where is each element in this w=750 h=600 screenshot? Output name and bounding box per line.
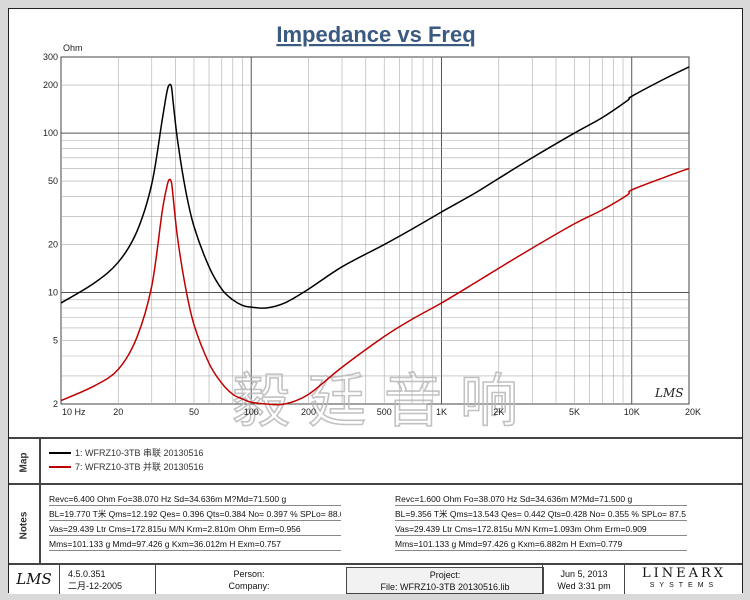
x-tick-label: 10 Hz <box>62 407 86 417</box>
note-left-2: BL=19.770 T米 Qms=12.192 Qes= 0.396 Qts=0… <box>49 509 341 521</box>
x-tick-label: 1K <box>436 407 447 417</box>
x-tick-label: 5K <box>569 407 580 417</box>
legend-side-label: Map <box>9 439 41 485</box>
person-cell: Person: Company: <box>155 565 342 594</box>
linearx-logo: LINEARX SYSTEMS <box>624 565 743 594</box>
version-cell: 4.5.0.351 二月-12-2005 <box>59 565 155 594</box>
note-left-3: Vas=29.439 Ltr Cms=172.815u M/N Krm=2.81… <box>49 524 341 536</box>
x-tick-label: 500 <box>377 407 392 417</box>
y-tick-label: 100 <box>43 128 58 138</box>
y-tick-label: 10 <box>48 288 58 298</box>
x-tick-label: 50 <box>189 407 199 417</box>
note-right-2: BL=9.356 T米 Qms=13.543 Qes= 0.442 Qts=0.… <box>395 509 687 521</box>
note-right-4: Mms=101.133 g Mmd=97.426 g Kxm=6.882m H … <box>395 539 687 551</box>
lms-chart-logo: LMS <box>654 386 683 400</box>
lms-logo: LMS <box>16 570 52 588</box>
brand-name: LINEARX <box>641 566 727 581</box>
x-tick-label: 10K <box>624 407 640 417</box>
legend-item: 1: WFRZ10-3TB 串联 20130516 <box>49 446 204 459</box>
y-tick-label: 2 <box>53 399 58 409</box>
y-tick-label: 200 <box>43 80 58 90</box>
x-tick-label: 100 <box>244 407 259 417</box>
y-tick-label: 20 <box>48 240 58 250</box>
legend-panel: Map 1: WFRZ10-3TB 串联 20130516 7: WFRZ10-… <box>9 437 742 485</box>
legend-label: 1: WFRZ10-3TB 串联 20130516 <box>75 448 204 458</box>
series-line-1 <box>60 66 690 309</box>
series-line-2 <box>60 167 690 406</box>
project-cell: Project: File: WFRZ10-3TB 20130516.lib <box>346 567 544 594</box>
note-left-4: Mms=101.133 g Mmd=97.426 g Kxm=36.012m H… <box>49 539 341 551</box>
y-tick-label: 300 <box>43 52 58 62</box>
company-label: Company: <box>228 581 270 591</box>
version-date: 二月-12-2005 <box>68 581 123 591</box>
legend-swatch <box>49 465 71 468</box>
version: 4.5.0.351 <box>68 569 106 579</box>
legend-item: 7: WFRZ10-3TB 并联 20130516 <box>49 460 204 473</box>
brand-sub: SYSTEMS <box>649 582 719 589</box>
note-left-1: Revc=6.400 Ohm Fo=38.070 Hz Sd=34.636m M… <box>49 494 341 506</box>
date: Jun 5, 2013 <box>560 569 608 579</box>
chart-title: Impedance vs Freq <box>276 22 475 47</box>
y-tick-label: 5 <box>53 336 58 346</box>
legend-label: 7: WFRZ10-3TB 并联 20130516 <box>75 462 204 472</box>
date-cell: Jun 5, 2013 Wed 3:31 pm <box>542 565 625 594</box>
impedance-chart: Impedance vs Freq Ohm 毅廷音响 10 Hz 20 50 100 2… <box>43 22 701 436</box>
y-axis-unit: Ohm <box>63 43 83 53</box>
plot-area <box>60 56 690 405</box>
notes-panel: Notes Revc=6.400 Ohm Fo=38.070 Hz Sd=34.… <box>9 483 742 565</box>
project-label: Project: <box>429 570 461 580</box>
x-tick-label: 20K <box>685 407 701 417</box>
x-tick-label: 200 <box>301 407 316 417</box>
time: Wed 3:31 pm <box>557 581 611 591</box>
x-tick-label: 20 <box>113 407 123 417</box>
x-tick-label: 2K <box>493 407 504 417</box>
y-tick-label: 50 <box>48 176 58 186</box>
file-name: File: WFRZ10-3TB 20130516.lib <box>380 582 510 592</box>
note-right-1: Revc=1.600 Ohm Fo=38.070 Hz Sd=34.636m M… <box>395 494 687 506</box>
person-label: Person: <box>233 569 265 579</box>
note-right-3: Vas=29.439 Ltr Cms=172.815u M/N Krm=1.09… <box>395 524 687 536</box>
report-frame: Impedance vs Freq Ohm 毅廷音响 10 Hz 20 50 100 2… <box>8 8 743 594</box>
footer-panel: LMS 4.5.0.351 二月-12-2005 Person: Company… <box>9 563 742 594</box>
legend-swatch <box>49 451 71 454</box>
notes-side-label: Notes <box>9 485 41 565</box>
watermark-text: 毅廷音响 <box>232 367 536 435</box>
chart-panel: Impedance vs Freq Ohm 毅廷音响 10 Hz 20 50 100 2… <box>9 9 742 437</box>
